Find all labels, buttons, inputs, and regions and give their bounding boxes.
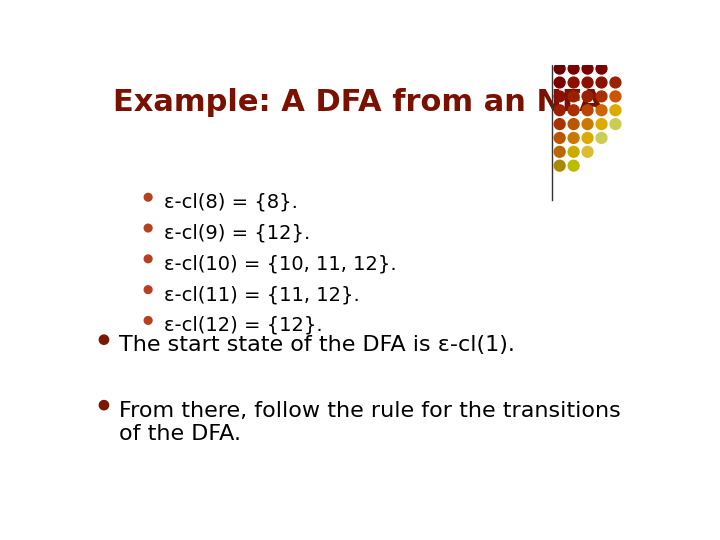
Circle shape <box>596 91 607 102</box>
Circle shape <box>582 132 593 143</box>
Circle shape <box>554 91 565 102</box>
Circle shape <box>554 160 565 171</box>
Circle shape <box>99 401 109 410</box>
Circle shape <box>596 63 607 74</box>
Text: ε-cl(8) = {8}.: ε-cl(8) = {8}. <box>163 193 297 212</box>
Text: ε-cl(10) = {10, 11, 12}.: ε-cl(10) = {10, 11, 12}. <box>163 254 396 273</box>
Circle shape <box>610 105 621 116</box>
Text: The start state of the DFA is ε-cl(1).: The start state of the DFA is ε-cl(1). <box>120 335 516 355</box>
Circle shape <box>144 193 152 201</box>
Circle shape <box>596 77 607 88</box>
Circle shape <box>596 119 607 130</box>
Circle shape <box>582 91 593 102</box>
Circle shape <box>554 146 565 157</box>
Circle shape <box>554 63 565 74</box>
Circle shape <box>568 77 579 88</box>
Circle shape <box>582 63 593 74</box>
Circle shape <box>554 132 565 143</box>
Circle shape <box>596 105 607 116</box>
Circle shape <box>596 132 607 143</box>
Circle shape <box>568 146 579 157</box>
Circle shape <box>568 63 579 74</box>
Circle shape <box>568 160 579 171</box>
Circle shape <box>582 77 593 88</box>
Text: From there, follow the rule for the transitions
of the DFA.: From there, follow the rule for the tran… <box>120 401 621 444</box>
Circle shape <box>582 119 593 130</box>
Circle shape <box>144 316 152 325</box>
Circle shape <box>554 105 565 116</box>
Circle shape <box>568 105 579 116</box>
Circle shape <box>610 77 621 88</box>
Circle shape <box>144 255 152 262</box>
Circle shape <box>568 91 579 102</box>
Circle shape <box>144 224 152 232</box>
Circle shape <box>610 119 621 130</box>
Circle shape <box>144 286 152 293</box>
Circle shape <box>554 119 565 130</box>
Text: ε-cl(11) = {11, 12}.: ε-cl(11) = {11, 12}. <box>163 285 359 304</box>
Circle shape <box>582 146 593 157</box>
Text: ε-cl(12) = {12}.: ε-cl(12) = {12}. <box>163 316 323 335</box>
Text: ε-cl(9) = {12}.: ε-cl(9) = {12}. <box>163 224 310 242</box>
Text: Example: A DFA from an NFA: Example: A DFA from an NFA <box>113 88 603 117</box>
Circle shape <box>99 335 109 345</box>
Circle shape <box>582 105 593 116</box>
Circle shape <box>568 132 579 143</box>
Circle shape <box>568 119 579 130</box>
Circle shape <box>610 91 621 102</box>
Circle shape <box>554 77 565 88</box>
